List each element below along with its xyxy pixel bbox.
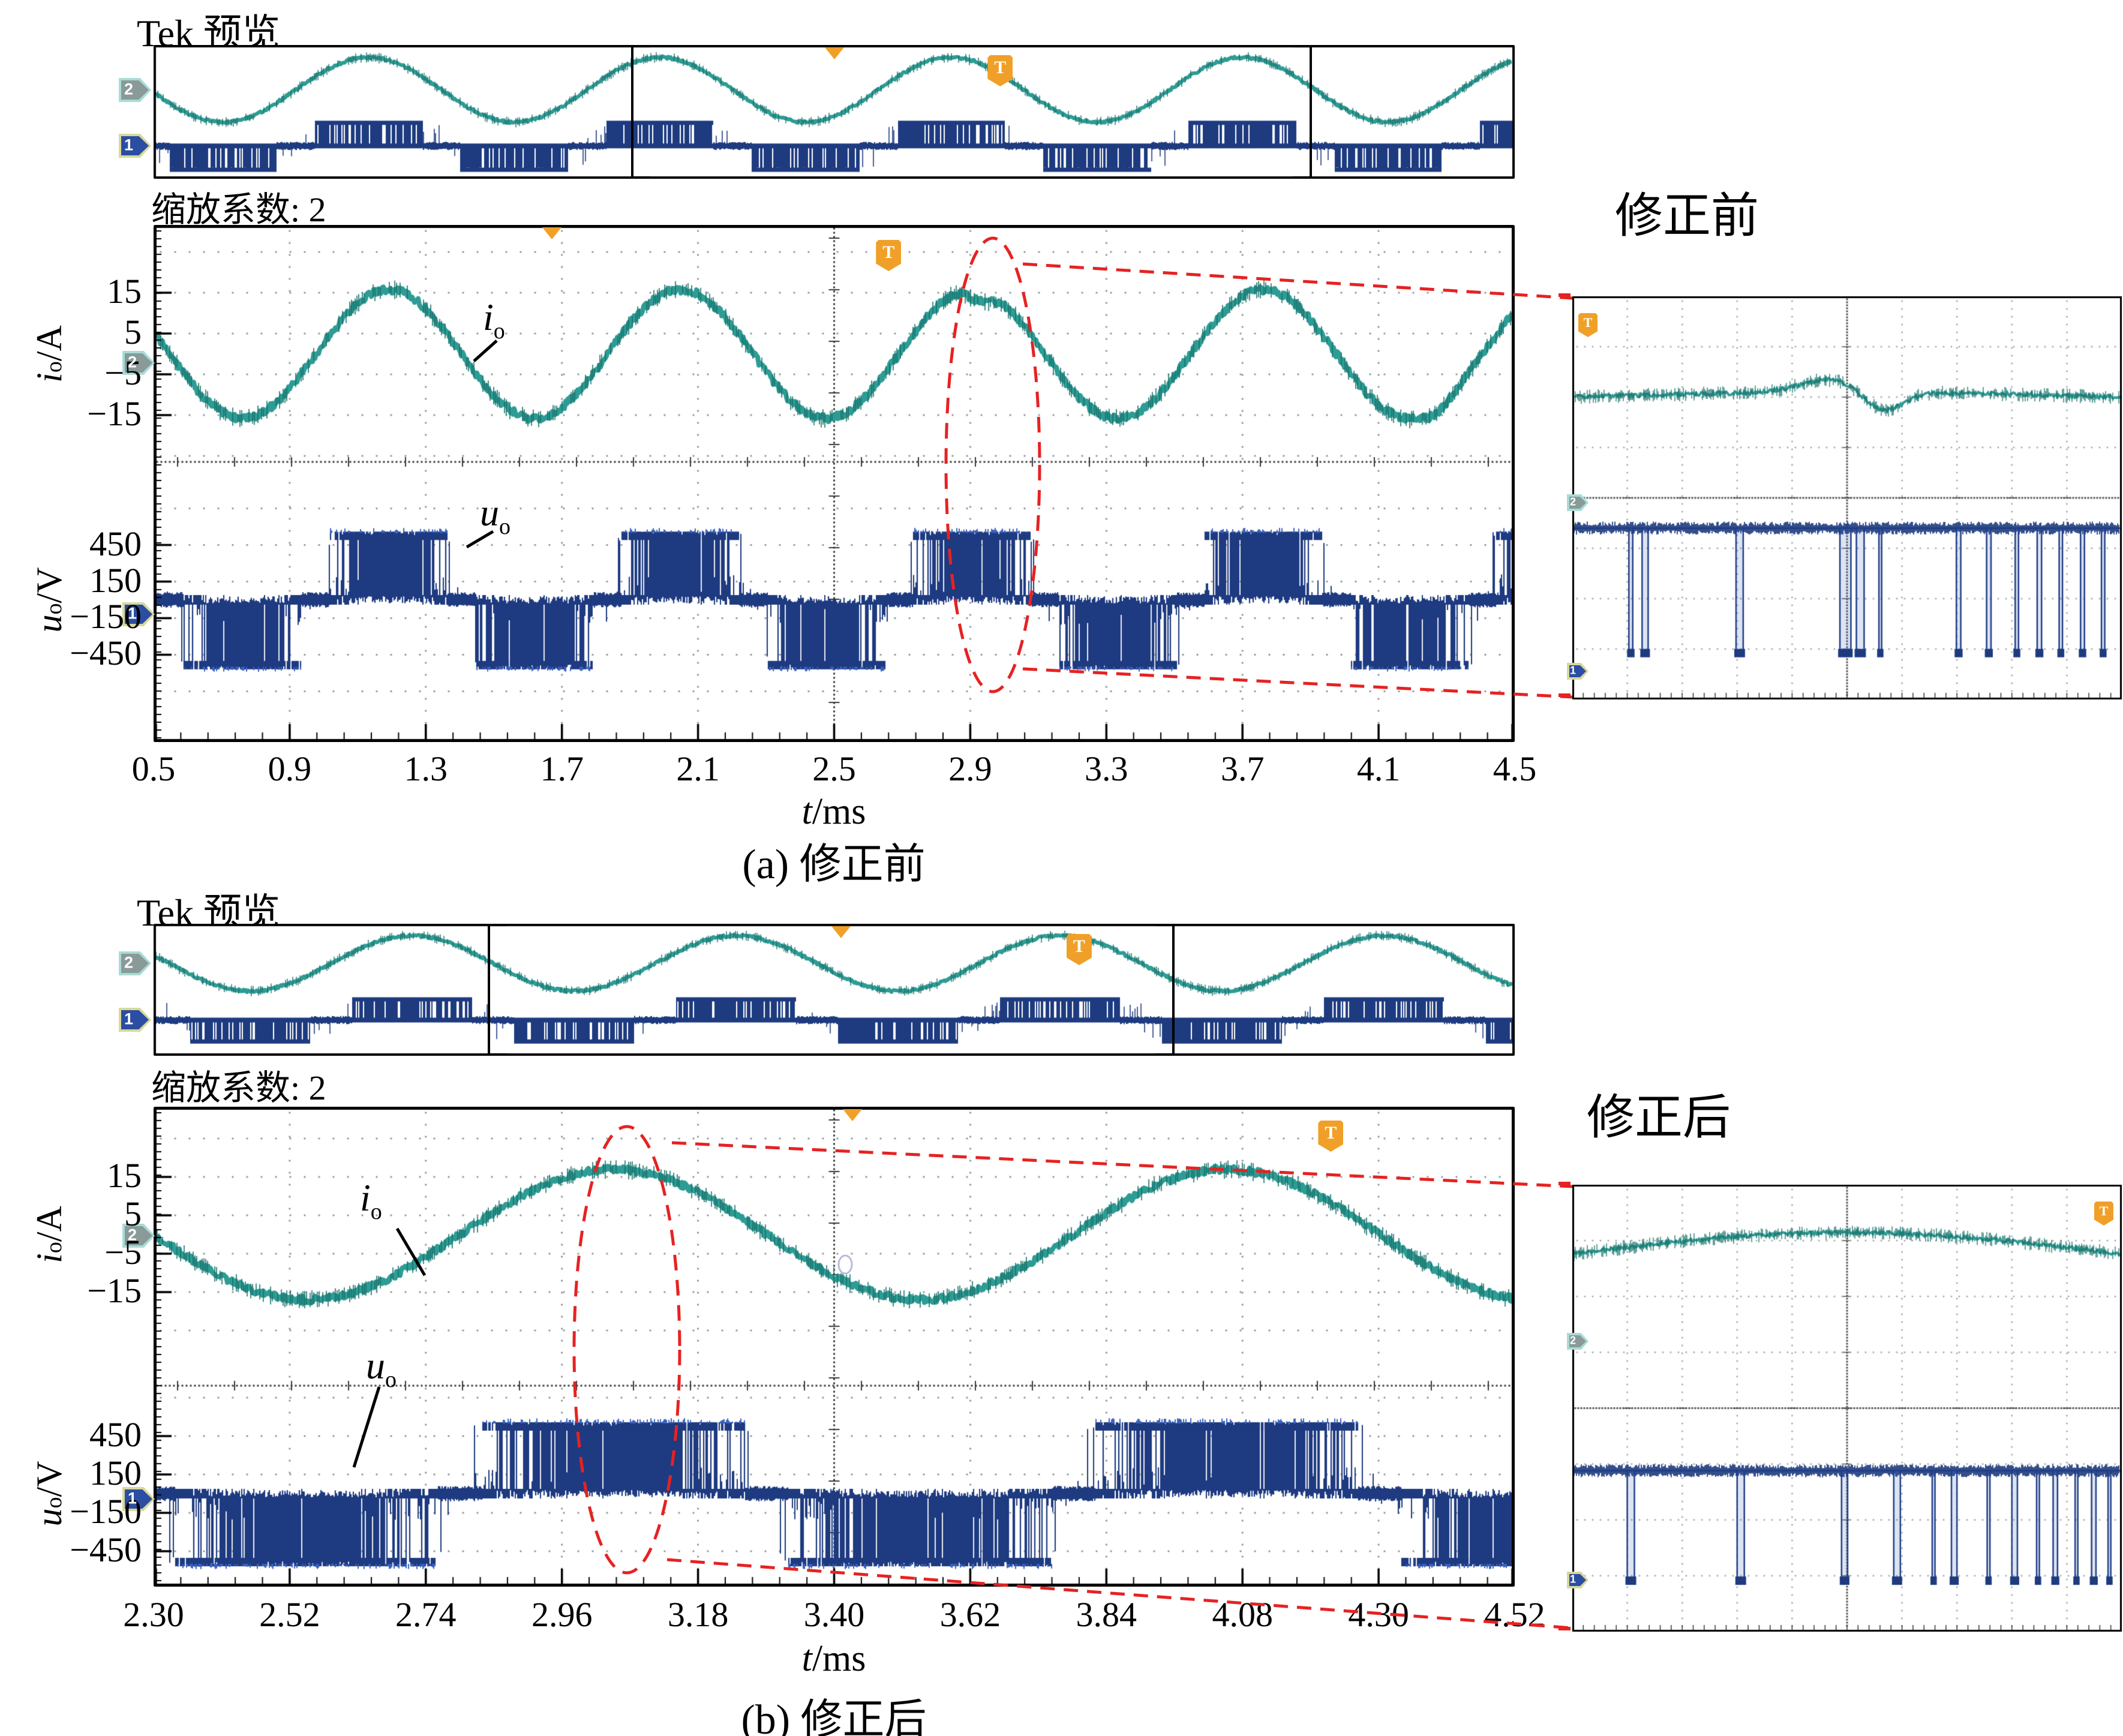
axis-tick-label: 2.1	[676, 749, 720, 788]
voltage-annotation-a: uo	[480, 491, 511, 539]
preview-strip-a	[154, 45, 1515, 179]
axis-tick-label: 2.5	[812, 749, 856, 788]
channel-2-marker-preview-b: 2	[119, 951, 151, 975]
axis-tick-label: 3.84	[1076, 1595, 1137, 1634]
axis-tick-label: 4.30	[1348, 1595, 1409, 1634]
channel-2-marker-main-a: 2	[122, 351, 155, 375]
axis-tick-label: 15	[107, 1156, 142, 1195]
axis-tick-label: −450	[70, 633, 142, 673]
inset-scope-a	[1572, 296, 2122, 699]
zoom-window-bracket-b[interactable]	[488, 924, 1175, 1056]
axis-tick-label: 4.52	[1484, 1595, 1545, 1634]
trigger-flag-icon: T	[1578, 313, 1597, 337]
zoom-factor-label-a: 缩放系数: 2	[151, 190, 326, 229]
current-annotation-b: io	[360, 1176, 382, 1224]
channel-1-marker-main-b: 1	[122, 1487, 155, 1511]
preview-scope-canvas-b	[154, 924, 1515, 1056]
main-scope-canvas-b	[154, 1107, 1515, 1587]
voltage-annotation-b: uo	[366, 1344, 397, 1392]
channel-1-marker-preview-b: 1	[119, 1008, 151, 1032]
axis-tick-label: 450	[89, 524, 142, 563]
caption-b: (b) 修正后	[741, 1697, 927, 1736]
axis-tick-label: 1.3	[404, 749, 448, 788]
caption-a: (a) 修正前	[742, 842, 926, 888]
inset-red-tick	[1559, 693, 1571, 697]
inset-scope-canvas-b	[1572, 1185, 2122, 1632]
trigger-position-icon	[824, 47, 844, 59]
axis-tick-label: 5	[124, 1194, 142, 1233]
axis-tick-label: −15	[87, 394, 142, 433]
axis-tick-label: 4.5	[1493, 749, 1537, 788]
axis-tick-label: 2.74	[395, 1595, 457, 1634]
preview-scope-canvas-a	[154, 45, 1515, 179]
axis-tick-label: −150	[70, 1491, 142, 1531]
axis-tick-label: 2.30	[123, 1595, 184, 1634]
channel-1-marker-preview-a: 1	[119, 134, 151, 158]
axis-tick-label: 4.08	[1212, 1595, 1273, 1634]
trigger-flag-icon: T	[987, 55, 1013, 86]
channel-1-marker-inset-a: 1	[1567, 663, 1589, 680]
trigger-position-icon	[843, 1109, 863, 1121]
inset-red-tick	[1559, 293, 1571, 297]
axis-tick-label: 15	[107, 272, 142, 311]
axis-tick-label: 0.5	[131, 749, 176, 788]
trigger-position-icon	[831, 926, 851, 938]
axis-tick-label: −5	[104, 353, 142, 392]
main-scope-canvas-a	[154, 225, 1515, 742]
inset-scope-canvas-a	[1572, 296, 2122, 699]
trigger-flag-icon: T	[1066, 934, 1092, 965]
channel-2-marker-inset-b: 2	[1567, 1333, 1589, 1350]
channel-2-marker-inset-a: 2	[1567, 494, 1589, 511]
axis-tick-label: 150	[89, 560, 142, 600]
axis-tick-label: 5	[124, 313, 142, 352]
x-axis-title-a: t/ms	[801, 791, 866, 832]
channel-2-marker-preview-a: 2	[119, 78, 151, 102]
axis-tick-label: −450	[70, 1530, 142, 1569]
inset-scope-b	[1572, 1185, 2122, 1632]
zoom-window-bracket-a[interactable]	[631, 45, 1312, 179]
axis-tick-label: 3.40	[803, 1595, 865, 1634]
axis-tick-label: −15	[87, 1271, 142, 1310]
axis-tick-label: −5	[104, 1233, 142, 1272]
axis-tick-label: 4.1	[1356, 749, 1401, 788]
axis-tick-label: 3.18	[667, 1595, 729, 1634]
inset-title-a: 修正前	[1615, 190, 1759, 243]
axis-tick-label: −150	[70, 597, 142, 636]
channel-2-marker-main-b: 2	[122, 1224, 155, 1248]
trigger-flag-icon: T	[876, 240, 902, 271]
channel-1-marker-main-a: 1	[122, 602, 155, 626]
axis-tick-label: 2.9	[948, 749, 992, 788]
axis-tick-label: 2.96	[531, 1595, 593, 1634]
axis-tick-label: 150	[89, 1453, 142, 1492]
trigger-flag-icon: T	[2094, 1202, 2113, 1226]
main-scope-a	[154, 225, 1515, 742]
preview-strip-b	[154, 924, 1515, 1056]
zoom-factor-label-b: 缩放系数: 2	[151, 1068, 326, 1107]
main-scope-b	[154, 1107, 1515, 1587]
axis-tick-label: 3.7	[1220, 749, 1265, 788]
axis-tick-label: 2.52	[259, 1595, 320, 1634]
trigger-position-icon	[542, 227, 561, 239]
axis-tick-label: 0.9	[268, 749, 312, 788]
axis-tick-label: 3.3	[1085, 749, 1128, 788]
axis-tick-label: 3.62	[939, 1595, 1001, 1634]
channel-1-marker-inset-b: 1	[1567, 1572, 1589, 1588]
x-axis-title-b: t/ms	[801, 1638, 866, 1679]
inset-red-tick	[1559, 1182, 1571, 1185]
inset-title-b: 修正后	[1587, 1092, 1731, 1145]
axis-tick-label: 1.7	[540, 749, 584, 788]
axis-tick-label: 450	[89, 1415, 142, 1454]
current-annotation-a: io	[483, 296, 505, 344]
